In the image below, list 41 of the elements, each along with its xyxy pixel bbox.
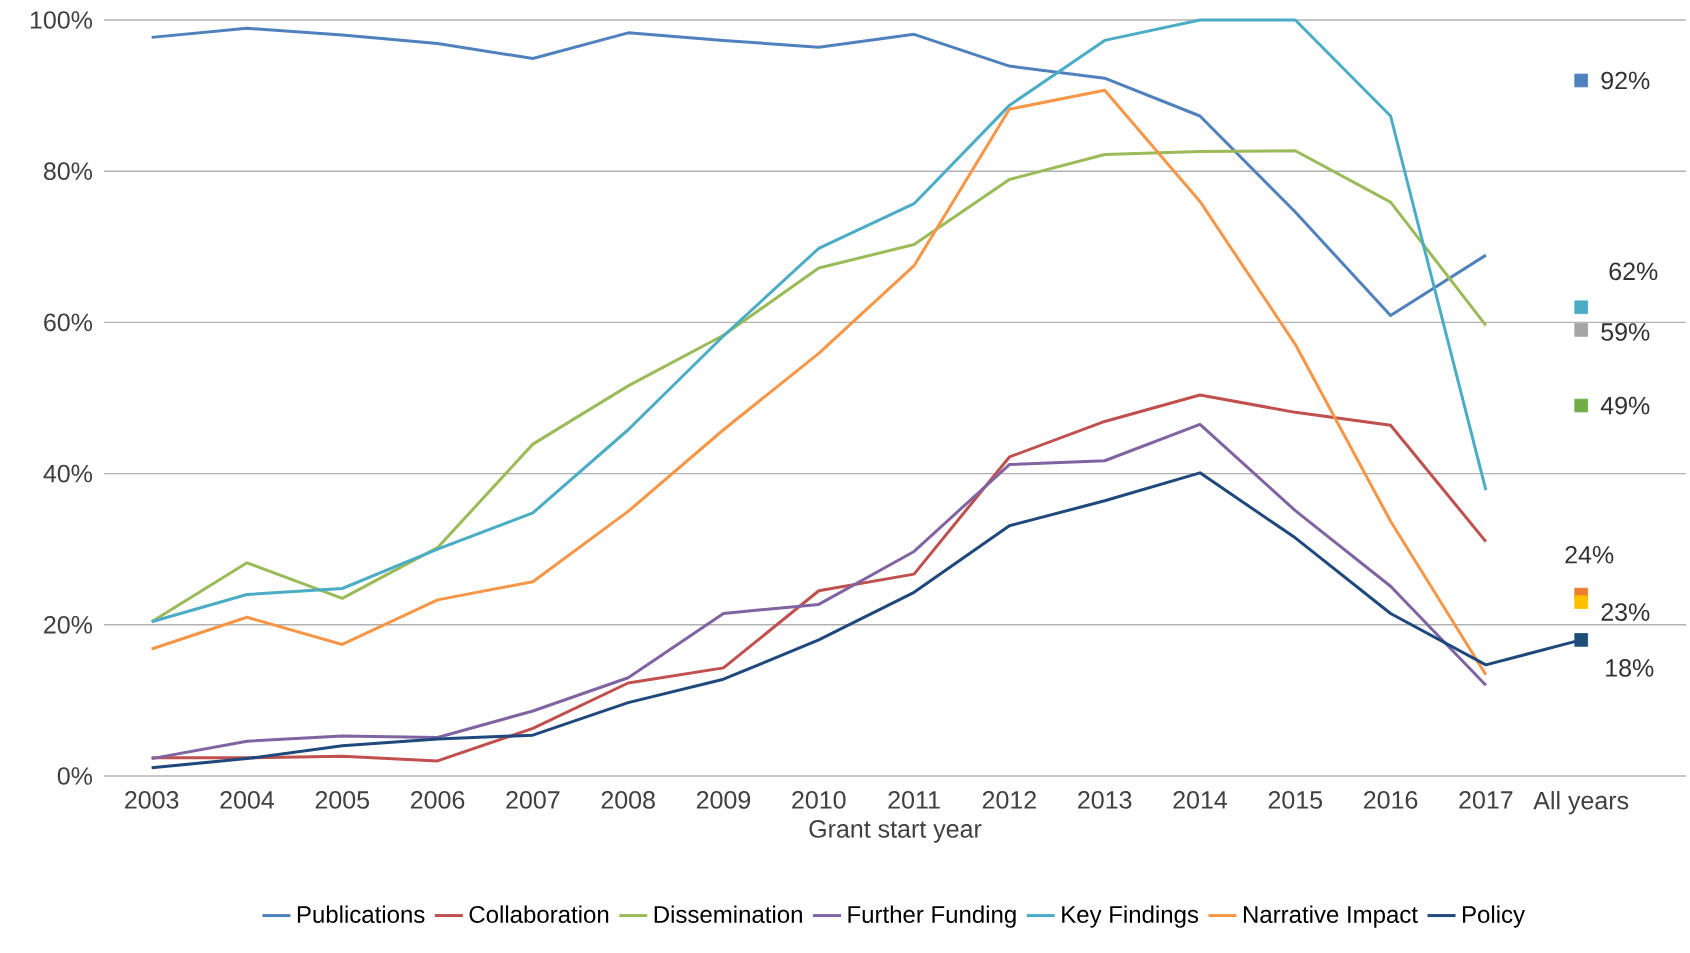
x-tick-label: 2012	[982, 791, 1036, 809]
x-tick-label: 2006	[411, 791, 465, 809]
x-tick-label: 2015	[1268, 791, 1323, 809]
line-series	[150, 18, 1488, 624]
x-axis-title: Grant start year	[809, 820, 982, 843]
x-tick-label: 2016	[1364, 791, 1418, 809]
data-label: 18%	[1606, 659, 1654, 677]
y-tick-label: 40%	[43, 464, 93, 483]
legend-label: Dissemination	[654, 905, 802, 923]
y-tick-label: 20%	[44, 615, 93, 634]
legend-label: Collaboration	[469, 905, 609, 923]
data-label: 49%	[1600, 396, 1650, 415]
data-label: 92%	[1601, 71, 1650, 90]
x-tick-label: 2014	[1173, 791, 1228, 809]
legend-label: Key Findings	[1062, 905, 1199, 928]
data-label: 59%	[1601, 323, 1650, 341]
data-label: 62%	[1609, 262, 1658, 281]
x-tick-label: 2005	[315, 791, 370, 809]
legend-label: Policy	[1463, 905, 1525, 928]
y-tick-label: 0%	[57, 767, 93, 785]
x-tick-label: 2017	[1459, 791, 1513, 809]
x-tick-label: 2009	[696, 791, 751, 809]
x-tick-label: 2013	[1078, 791, 1132, 809]
data-label: 24%	[1565, 545, 1614, 564]
data-label: 23%	[1601, 603, 1650, 621]
x-tick-label: 2011	[888, 791, 940, 809]
x-tick-label: All years	[1533, 791, 1629, 815]
x-tick-label: 2004	[220, 791, 275, 809]
line-series	[150, 26, 1488, 318]
x-tick-label: 2008	[601, 791, 655, 809]
line-series	[150, 88, 1488, 677]
line-series	[150, 149, 1488, 624]
x-tick-label: 2007	[506, 791, 560, 809]
x-tick-label: 2003	[125, 791, 179, 809]
y-tick-label: 60%	[44, 313, 93, 332]
legend-label: Narrative Impact	[1243, 905, 1418, 928]
y-tick-label: 100%	[30, 11, 93, 29]
legend-label: Publications	[297, 905, 425, 923]
y-tick-label: 80%	[44, 162, 93, 181]
x-tick-label: 2010	[792, 791, 846, 809]
legend-label: Further Funding	[848, 905, 1016, 928]
